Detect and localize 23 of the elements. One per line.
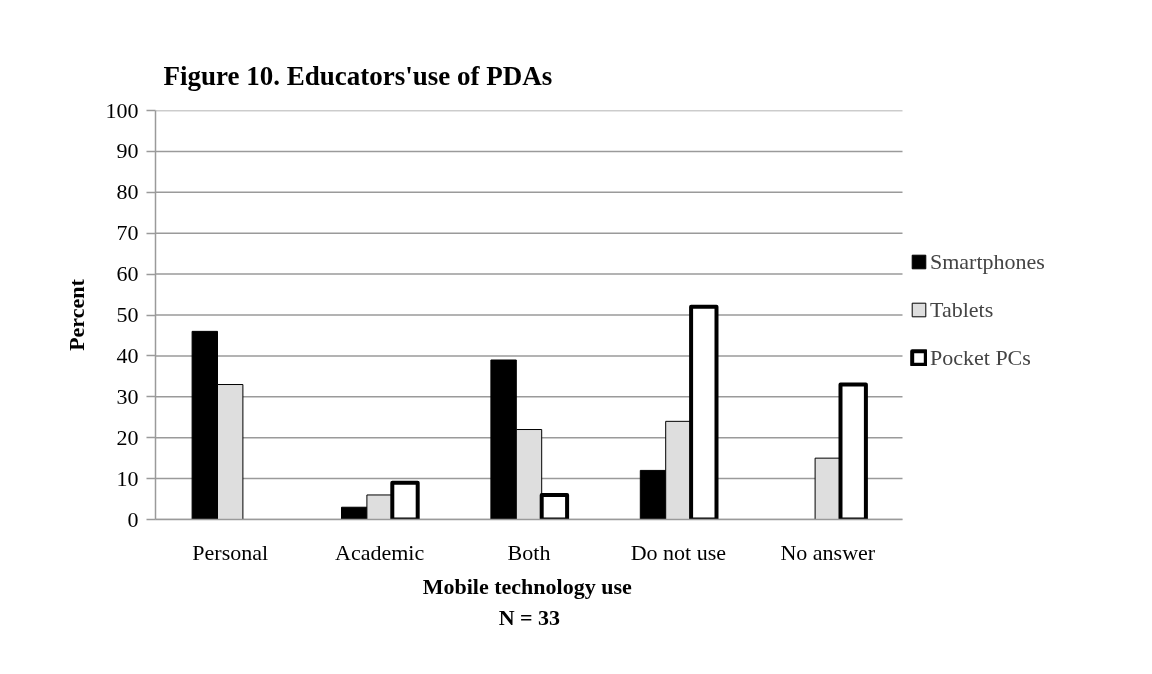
y-tick-label: 90 bbox=[116, 138, 139, 164]
legend-label: Tablets bbox=[930, 296, 994, 323]
y-tick-label: 20 bbox=[116, 424, 139, 450]
x-tick-label: No answer bbox=[780, 539, 876, 565]
y-tick-label: 70 bbox=[116, 220, 139, 246]
legend-label: Pocket PCs bbox=[930, 344, 1031, 371]
y-axis-title: Percent bbox=[63, 278, 89, 351]
y-tick-label: 50 bbox=[116, 302, 139, 327]
y-tick-label: 0 bbox=[127, 506, 139, 532]
chart-title: Figure 10. Educators'use of PDAs bbox=[163, 60, 553, 91]
x-axis-title: Mobile technology use bbox=[422, 573, 632, 599]
y-tick-label: 80 bbox=[116, 179, 139, 205]
x-tick-label: Both bbox=[507, 539, 551, 565]
y-tick-label: 40 bbox=[116, 342, 139, 368]
x-tick-label: Academic bbox=[335, 539, 425, 565]
y-tick-label: 10 bbox=[116, 465, 139, 491]
legend-label: Smartphones bbox=[930, 248, 1045, 275]
y-tick-label: 60 bbox=[116, 261, 139, 287]
y-tick-label: 100 bbox=[105, 97, 139, 123]
text: N = 33 bbox=[498, 604, 561, 630]
x-tick-label: Personal bbox=[192, 539, 269, 565]
y-tick-label: 30 bbox=[116, 383, 139, 409]
x-tick-label: Do not use bbox=[630, 539, 727, 565]
